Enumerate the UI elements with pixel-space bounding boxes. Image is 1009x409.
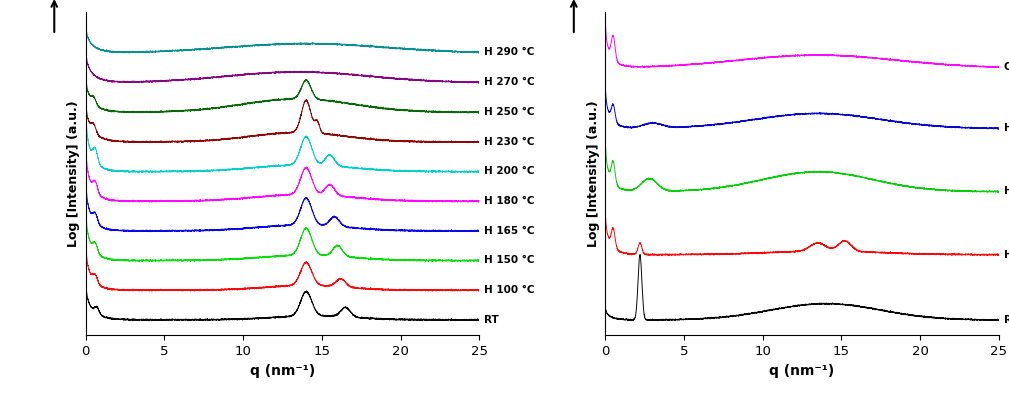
Text: H 180 °C: H 180 °C [484,196,535,206]
Text: H 250 °C: H 250 °C [484,107,535,117]
X-axis label: q (nm⁻¹): q (nm⁻¹) [250,364,315,378]
Text: H 150 °C: H 150 °C [484,255,535,265]
Text: H 150 °C: H 150 °C [1004,249,1009,260]
Text: H 270 °C: H 270 °C [484,77,535,87]
Text: H 100 °C: H 100 °C [484,285,535,295]
Text: C-RT: C-RT [1004,62,1009,72]
Text: RT: RT [1004,315,1009,325]
Text: H 290 °C: H 290 °C [484,47,535,57]
Text: H 165 °C: H 165 °C [484,226,535,236]
X-axis label: q (nm⁻¹): q (nm⁻¹) [770,364,834,378]
Text: H 200 °C: H 200 °C [484,166,535,177]
Text: RT: RT [484,315,498,325]
Y-axis label: Log [Intensity] (a.u.): Log [Intensity] (a.u.) [587,101,599,247]
Text: H 230 °C: H 230 °C [484,137,535,147]
Y-axis label: Log [Intensity] (a.u.): Log [Intensity] (a.u.) [68,101,80,247]
Text: H 240 °C: H 240 °C [1004,187,1009,196]
Text: H 280 °C: H 280 °C [1004,123,1009,133]
